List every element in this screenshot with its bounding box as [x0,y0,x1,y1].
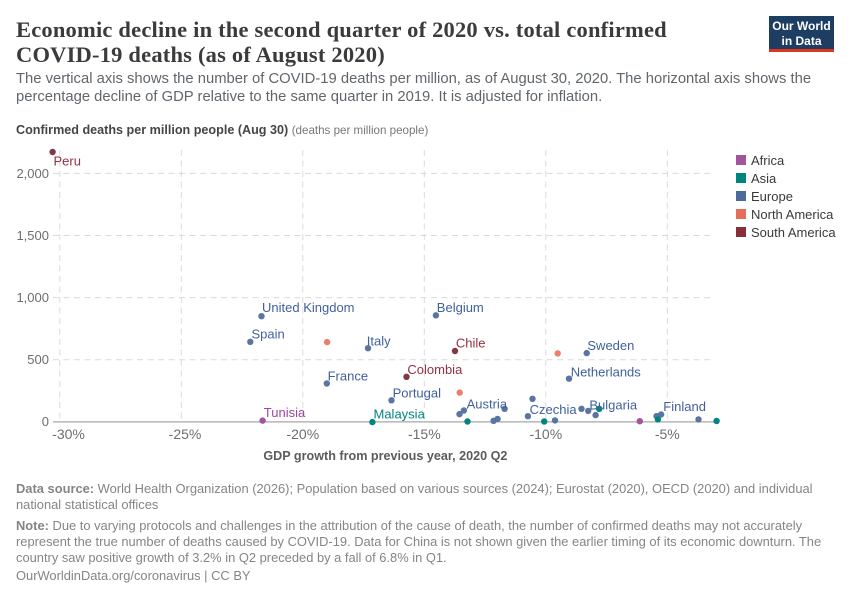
svg-text:Finland: Finland [663,399,706,414]
svg-text:1,000: 1,000 [16,290,49,305]
svg-text:-30%: -30% [52,426,85,442]
svg-text:France: France [328,369,368,384]
svg-text:Czechia: Czechia [530,402,578,417]
svg-text:Portugal: Portugal [393,385,442,400]
svg-text:Chile: Chile [456,335,486,350]
svg-text:Sweden: Sweden [587,338,634,353]
svg-text:-10%: -10% [529,426,562,442]
svg-text:1,500: 1,500 [16,228,49,243]
svg-text:Spain: Spain [252,327,285,342]
svg-text:-20%: -20% [286,426,319,442]
svg-text:-5%: -5% [655,426,680,442]
svg-text:-15%: -15% [408,426,441,442]
svg-text:Bulgaria: Bulgaria [589,397,637,412]
svg-text:United Kingdom: United Kingdom [262,300,355,315]
svg-text:Belgium: Belgium [437,300,484,315]
svg-text:Austria: Austria [467,397,508,412]
svg-text:Italy: Italy [367,333,391,348]
svg-text:Netherlands: Netherlands [571,364,642,379]
svg-text:Tunisia: Tunisia [264,405,306,420]
svg-text:Colombia: Colombia [407,362,463,377]
svg-text:0: 0 [42,414,49,429]
svg-text:Malaysia: Malaysia [374,407,426,422]
svg-text:-25%: -25% [169,426,202,442]
svg-text:2,000: 2,000 [16,166,49,181]
svg-text:500: 500 [27,352,49,367]
svg-text:GDP growth from previous year,: GDP growth from previous year, 2020 Q2 [263,449,507,463]
svg-text:Peru: Peru [54,153,81,168]
